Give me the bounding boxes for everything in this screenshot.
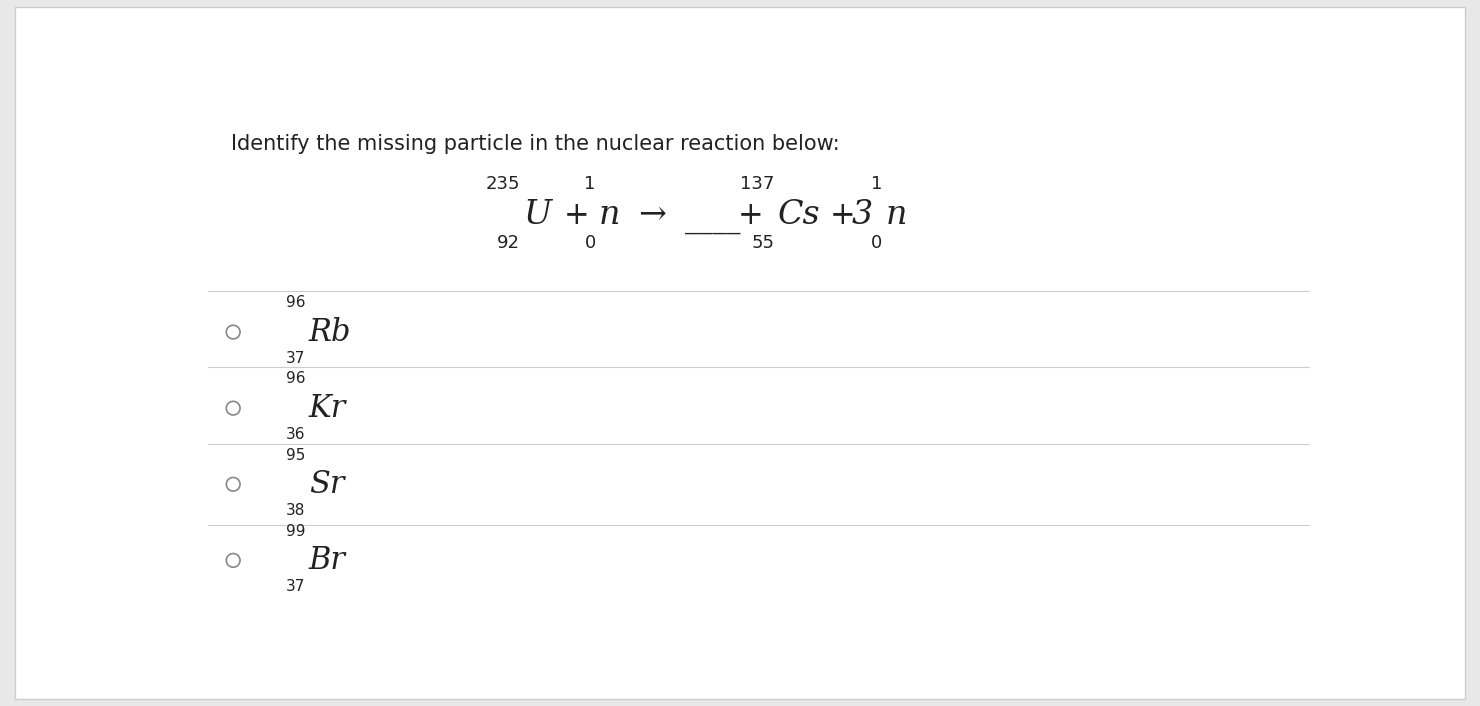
- Text: Br: Br: [309, 545, 346, 576]
- Text: Rb: Rb: [309, 316, 351, 347]
- Text: 38: 38: [286, 503, 305, 518]
- Text: Identify the missing particle in the nuclear reaction below:: Identify the missing particle in the nuc…: [231, 133, 839, 154]
- Text: 92: 92: [497, 234, 519, 252]
- Text: 95: 95: [286, 448, 305, 462]
- Text: +: +: [739, 200, 764, 231]
- Text: 99: 99: [286, 524, 305, 539]
- Text: Kr: Kr: [309, 393, 346, 424]
- Text: →: →: [638, 199, 666, 231]
- Text: 37: 37: [286, 580, 305, 594]
- Text: 0: 0: [872, 234, 882, 252]
- Text: 1: 1: [585, 176, 595, 193]
- Text: 1: 1: [872, 176, 882, 193]
- Text: 96: 96: [286, 371, 305, 386]
- Text: 36: 36: [286, 427, 305, 442]
- Text: 3: 3: [851, 199, 873, 231]
- Text: +: +: [564, 200, 589, 231]
- Text: 137: 137: [740, 176, 774, 193]
- Text: 235: 235: [485, 176, 519, 193]
- Text: ____: ____: [685, 207, 740, 234]
- Text: 96: 96: [286, 295, 305, 311]
- Text: n: n: [887, 199, 907, 231]
- Text: 37: 37: [286, 351, 305, 366]
- Text: U: U: [524, 199, 552, 231]
- Text: 0: 0: [585, 234, 595, 252]
- Text: 55: 55: [752, 234, 774, 252]
- Text: Sr: Sr: [309, 469, 345, 500]
- Text: Cs: Cs: [778, 199, 820, 231]
- Text: n: n: [599, 199, 620, 231]
- Text: +: +: [830, 200, 855, 231]
